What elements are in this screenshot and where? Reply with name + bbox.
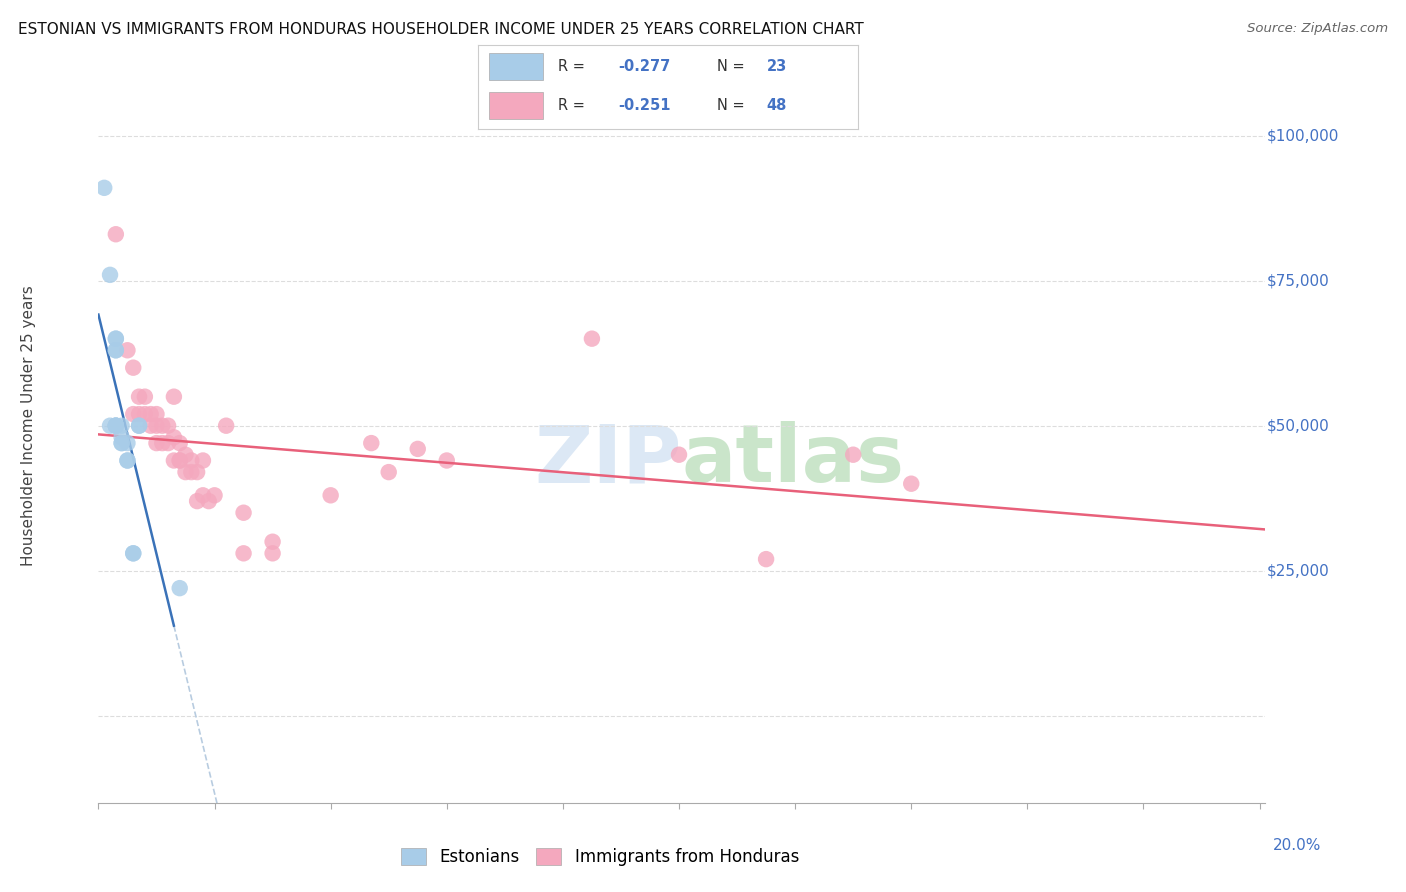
Text: R =: R = bbox=[558, 98, 589, 113]
Point bbox=[163, 390, 186, 404]
Point bbox=[104, 418, 127, 433]
Point bbox=[111, 436, 134, 450]
Text: R =: R = bbox=[558, 59, 589, 74]
Point bbox=[104, 418, 127, 433]
Point bbox=[204, 488, 226, 502]
Point bbox=[98, 418, 121, 433]
Point bbox=[900, 476, 922, 491]
Point bbox=[111, 436, 134, 450]
Point bbox=[169, 453, 191, 467]
Text: N =: N = bbox=[717, 59, 749, 74]
Point bbox=[406, 442, 429, 456]
Point bbox=[360, 436, 382, 450]
Point bbox=[150, 418, 173, 433]
Bar bbox=[489, 54, 543, 80]
Point bbox=[755, 552, 778, 566]
Text: $100,000: $100,000 bbox=[1267, 128, 1339, 143]
Point bbox=[157, 418, 180, 433]
Point bbox=[262, 546, 284, 560]
Point bbox=[186, 465, 208, 479]
Point bbox=[169, 453, 191, 467]
Text: $75,000: $75,000 bbox=[1267, 273, 1329, 288]
Text: ESTONIAN VS IMMIGRANTS FROM HONDURAS HOUSEHOLDER INCOME UNDER 25 YEARS CORRELATI: ESTONIAN VS IMMIGRANTS FROM HONDURAS HOU… bbox=[18, 22, 865, 37]
Point bbox=[117, 343, 139, 358]
Point bbox=[186, 494, 208, 508]
Point bbox=[842, 448, 865, 462]
Point bbox=[145, 407, 167, 421]
Point bbox=[191, 488, 214, 502]
Point bbox=[128, 418, 150, 433]
Point bbox=[174, 465, 197, 479]
Point bbox=[232, 546, 254, 560]
Point bbox=[104, 418, 127, 433]
Point bbox=[139, 407, 162, 421]
Point bbox=[104, 227, 127, 242]
Point bbox=[117, 453, 139, 467]
Point bbox=[163, 430, 186, 444]
Point bbox=[128, 418, 150, 433]
Text: -0.277: -0.277 bbox=[619, 59, 671, 74]
Point bbox=[232, 506, 254, 520]
Bar bbox=[489, 92, 543, 120]
Text: 20.0%: 20.0% bbox=[1272, 838, 1320, 854]
Point bbox=[104, 418, 127, 433]
Point bbox=[262, 534, 284, 549]
Point bbox=[134, 390, 156, 404]
Point bbox=[215, 418, 238, 433]
Text: 48: 48 bbox=[766, 98, 787, 113]
Text: -0.251: -0.251 bbox=[619, 98, 671, 113]
Point bbox=[174, 448, 197, 462]
Point bbox=[117, 453, 139, 467]
Text: ZIP: ZIP bbox=[534, 421, 682, 500]
Point bbox=[180, 465, 202, 479]
Text: N =: N = bbox=[717, 98, 749, 113]
Text: $50,000: $50,000 bbox=[1267, 418, 1329, 434]
Point bbox=[180, 453, 202, 467]
Point bbox=[169, 581, 191, 595]
Point bbox=[122, 360, 145, 375]
Text: atlas: atlas bbox=[682, 421, 905, 500]
Point bbox=[104, 343, 127, 358]
Text: 23: 23 bbox=[766, 59, 787, 74]
Point bbox=[111, 430, 134, 444]
Point bbox=[93, 181, 115, 195]
Point bbox=[111, 418, 134, 433]
Point bbox=[581, 332, 603, 346]
Point bbox=[122, 407, 145, 421]
Point bbox=[197, 494, 219, 508]
Point bbox=[117, 436, 139, 450]
Text: Source: ZipAtlas.com: Source: ZipAtlas.com bbox=[1247, 22, 1388, 36]
Point bbox=[104, 343, 127, 358]
Point bbox=[169, 436, 191, 450]
Point bbox=[104, 332, 127, 346]
Text: $25,000: $25,000 bbox=[1267, 563, 1329, 578]
Point bbox=[139, 418, 162, 433]
Point bbox=[436, 453, 458, 467]
Point bbox=[145, 418, 167, 433]
Point bbox=[104, 332, 127, 346]
Point bbox=[134, 407, 156, 421]
Point bbox=[128, 390, 150, 404]
Point bbox=[319, 488, 342, 502]
Point bbox=[145, 436, 167, 450]
Point bbox=[668, 448, 690, 462]
Legend: Estonians, Immigrants from Honduras: Estonians, Immigrants from Honduras bbox=[395, 841, 806, 873]
Point bbox=[122, 546, 145, 560]
Text: Householder Income Under 25 years: Householder Income Under 25 years bbox=[21, 285, 37, 566]
Point bbox=[122, 546, 145, 560]
Point bbox=[191, 453, 214, 467]
Point bbox=[150, 436, 173, 450]
Point bbox=[377, 465, 399, 479]
Point bbox=[163, 453, 186, 467]
Point bbox=[98, 268, 121, 282]
Point bbox=[157, 436, 180, 450]
Point bbox=[128, 407, 150, 421]
